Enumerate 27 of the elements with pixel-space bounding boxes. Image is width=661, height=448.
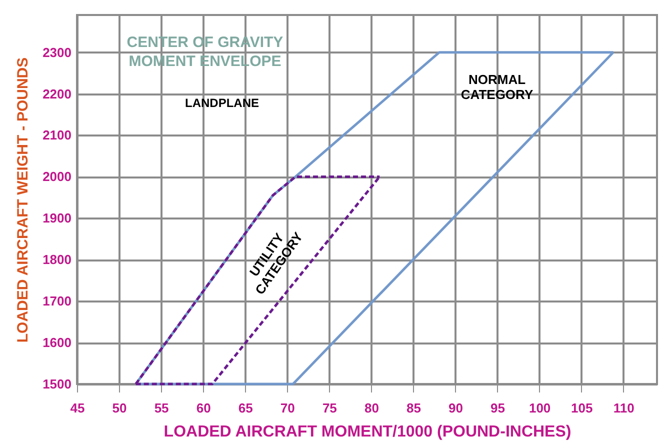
x-tick-label: 65	[238, 400, 253, 416]
x-tick-label: 60	[196, 400, 211, 416]
x-tick-label: 70	[280, 400, 295, 416]
x-tick-label: 95	[490, 400, 506, 416]
x-tick-label: 55	[154, 400, 169, 416]
x-tick-label: 90	[448, 400, 463, 416]
x-tick-label: 100	[528, 400, 551, 416]
y-tick-label: 2100	[42, 128, 72, 143]
x-tick-label: 75	[322, 400, 337, 416]
y-tick-label: 1900	[42, 210, 72, 226]
x-axis-title: LOADED AIRCRAFT MOMENT/1000 (POUND-INCHES)	[164, 424, 572, 440]
x-tick-label: 85	[406, 400, 421, 416]
y-tick-label: 1600	[42, 335, 72, 350]
y-tick-label: 1500	[42, 376, 72, 392]
y-tick-label: 1700	[42, 294, 72, 309]
y-tick-label: 2200	[42, 86, 72, 102]
y-tick-label: 1800	[42, 252, 72, 268]
x-tick-label: 50	[112, 400, 127, 416]
x-tick-label: 105	[570, 400, 593, 416]
x-tick-label: 45	[70, 400, 85, 416]
y-axis-title: LOADED AIRCRAFT WEIGHT - POUNDS	[14, 57, 32, 343]
series-label: NORMAL CATEGORY	[460, 72, 534, 102]
y-tick-label: 2300	[42, 44, 72, 60]
text: LANDPLANE	[185, 96, 259, 110]
x-tick-label: 110	[613, 400, 634, 416]
y-tick-label: 2000	[42, 169, 72, 184]
x-tick-label: 80	[364, 400, 379, 416]
